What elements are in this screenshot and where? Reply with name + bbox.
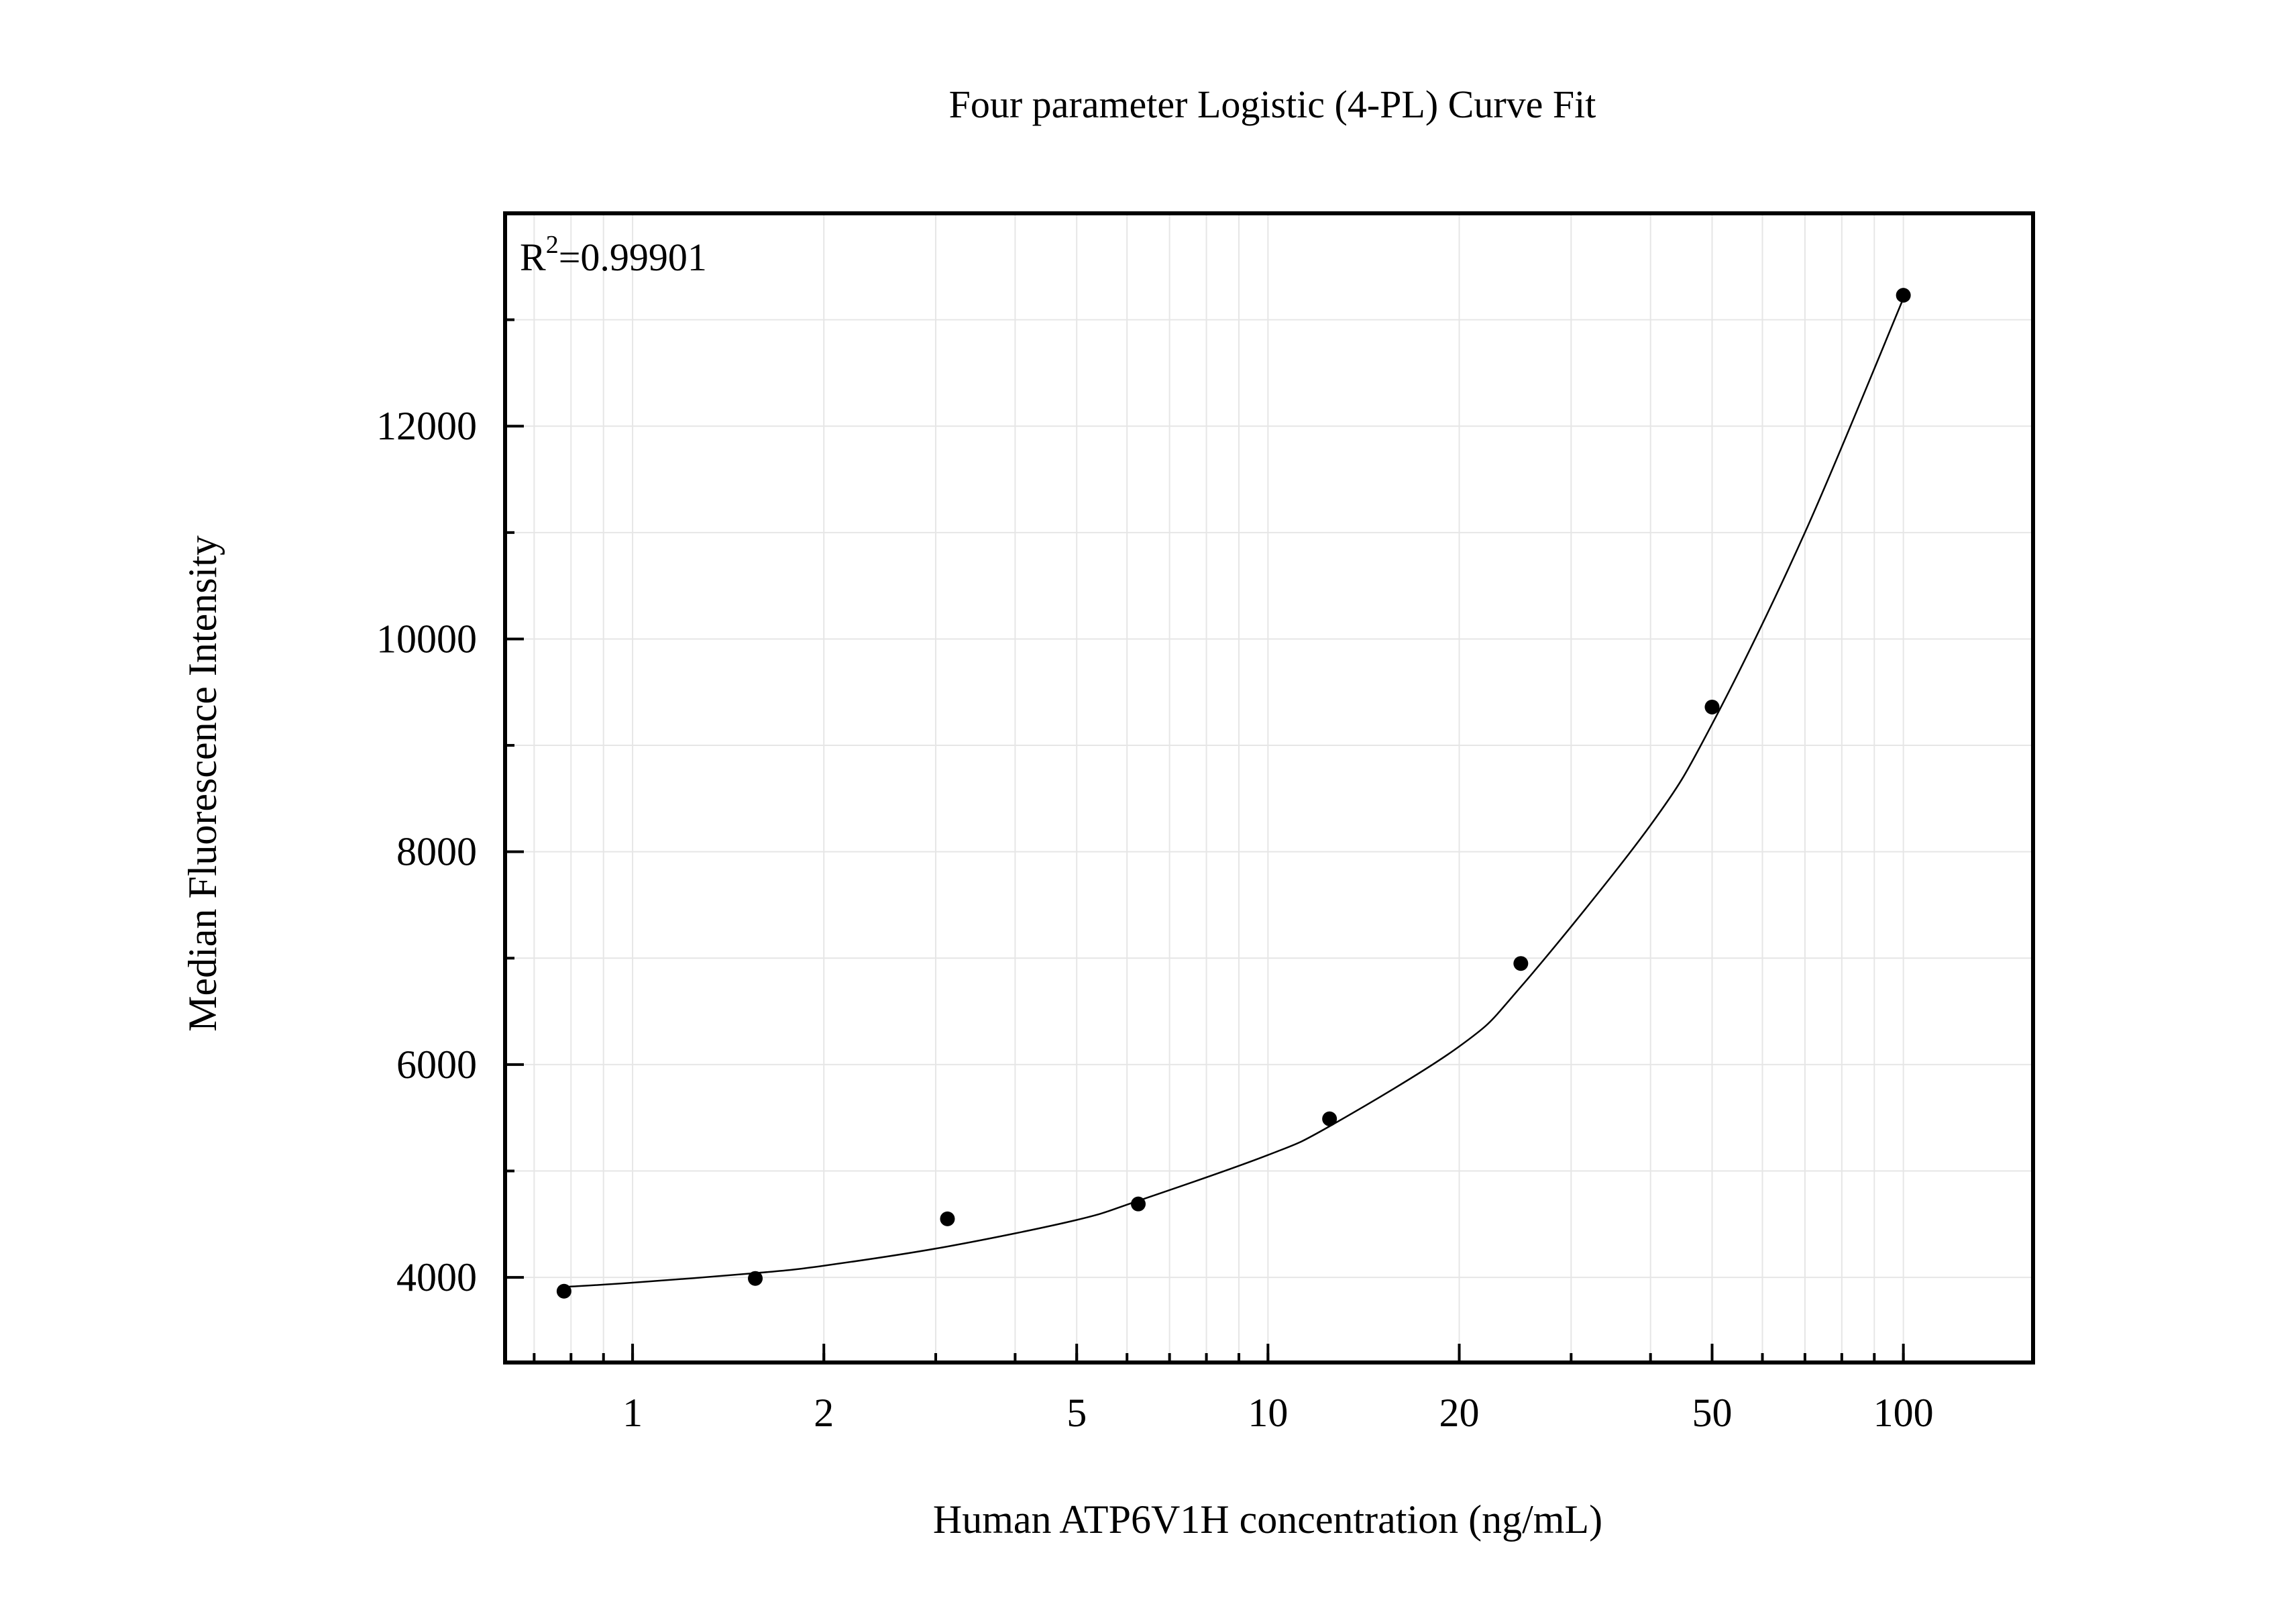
data-point xyxy=(1131,1196,1146,1212)
data-point xyxy=(1322,1111,1337,1126)
y-tick-label: 6000 xyxy=(396,1042,477,1087)
x-tick-label: 100 xyxy=(1873,1391,1934,1435)
r-squared-value: =0.99901 xyxy=(559,235,707,279)
y-tick-label: 8000 xyxy=(396,830,477,874)
x-tick-label: 5 xyxy=(1067,1391,1087,1435)
y-axis-label: Median Fluorescence Intensity xyxy=(180,535,225,1032)
y-tick-label: 10000 xyxy=(376,617,477,661)
x-tick-label: 50 xyxy=(1692,1391,1732,1435)
x-tick-labels: 1 2 5 10 20 50 100 xyxy=(622,1391,1934,1435)
x-axis-label: Human ATP6V1H concentration (ng/mL) xyxy=(933,1497,1602,1542)
r-squared-superscript: 2 xyxy=(546,231,559,259)
x-tick-label: 10 xyxy=(1248,1391,1288,1435)
data-point xyxy=(940,1211,955,1226)
plot-frame xyxy=(503,211,2035,1365)
y-tick-label: 4000 xyxy=(396,1255,477,1299)
data-points xyxy=(556,288,1911,1299)
grid-lines xyxy=(505,213,2033,1362)
r-squared-annotation: R2=0.99901 xyxy=(520,231,707,279)
fit-curve-layer xyxy=(563,298,1904,1288)
data-point xyxy=(1704,699,1720,714)
y-tick-labels: 4000 6000 8000 10000 12000 xyxy=(376,404,477,1299)
r-squared-base: R xyxy=(520,235,546,279)
y-tick-label: 12000 xyxy=(376,404,477,448)
x-tick-label: 2 xyxy=(814,1391,834,1435)
fit-curve xyxy=(563,298,1904,1288)
data-point xyxy=(556,1283,571,1299)
x-tick-label: 1 xyxy=(622,1391,643,1435)
data-point xyxy=(1896,288,1911,303)
data-point xyxy=(1513,956,1529,971)
data-point xyxy=(748,1271,763,1286)
x-tick-label: 20 xyxy=(1439,1391,1480,1435)
chart-title: Four parameter Logistic (4-PL) Curve Fit xyxy=(949,83,1596,126)
